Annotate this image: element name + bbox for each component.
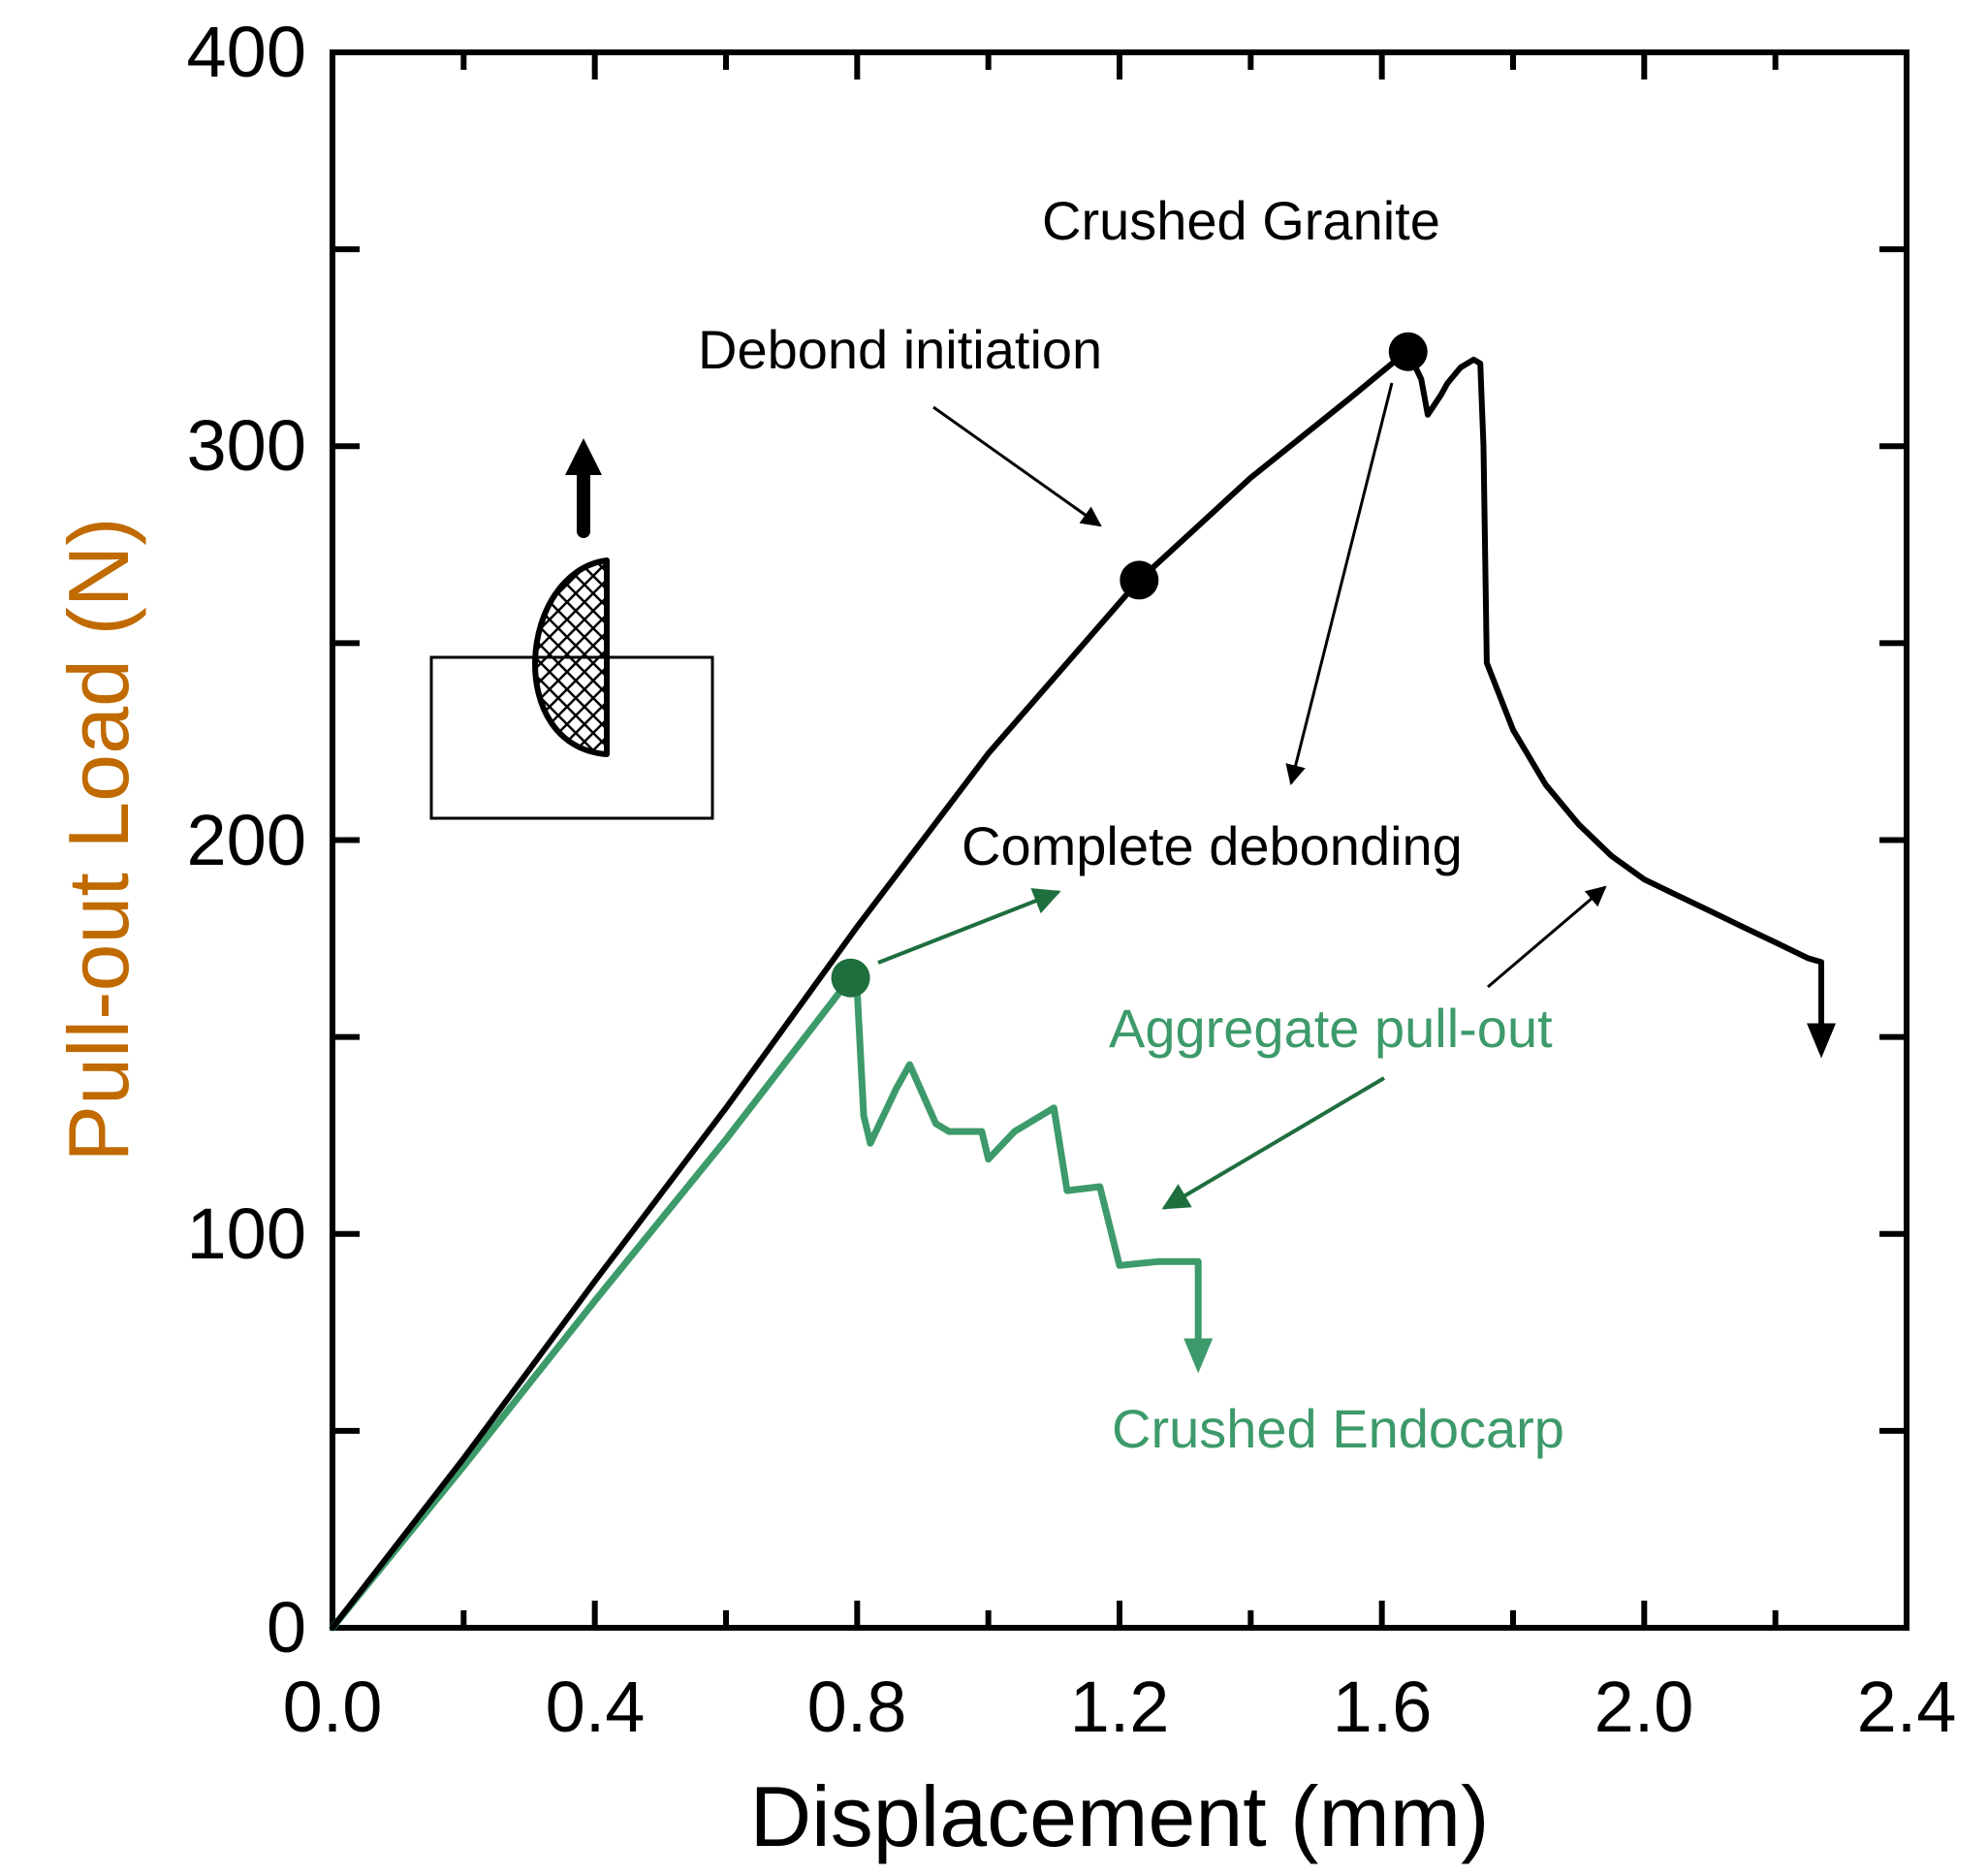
y-tick-label-4: 400 bbox=[187, 12, 306, 92]
y-tick-label-0: 0 bbox=[267, 1587, 306, 1668]
x-tick-label-1: 0.4 bbox=[546, 1667, 646, 1747]
debond-initiation-marker bbox=[1120, 560, 1159, 600]
y-tick-label-1: 100 bbox=[187, 1193, 306, 1274]
x-tick-label-2: 0.8 bbox=[807, 1667, 907, 1747]
y-tick-label-3: 300 bbox=[187, 405, 306, 486]
aggregate-pullout-label: Aggregate pull-out bbox=[1109, 998, 1553, 1059]
x-axis-title: Displacement (mm) bbox=[750, 1768, 1490, 1864]
crushed-granite-label: Crushed Granite bbox=[1042, 190, 1440, 251]
aggregate-pullout-arrow-endocarp bbox=[1161, 1076, 1386, 1210]
x-tick-label-3: 1.2 bbox=[1070, 1667, 1170, 1747]
y-tick-label-2: 200 bbox=[187, 800, 306, 880]
crushed-endocarp-label: Crushed Endocarp bbox=[1112, 1398, 1564, 1459]
endocarp-end-arrowhead bbox=[1183, 1338, 1214, 1374]
pullout-schematic bbox=[429, 438, 714, 820]
y-tick-labels: 0 100 200 300 400 bbox=[187, 12, 306, 1668]
x-tick-label-6: 2.4 bbox=[1857, 1667, 1957, 1747]
x-tick-label-0: 0.0 bbox=[283, 1667, 383, 1747]
schematic-pull-arrowhead bbox=[565, 438, 602, 475]
complete-debonding-label: Complete debonding bbox=[962, 815, 1463, 876]
series-line-crushed-endocarp bbox=[329, 974, 1202, 1632]
x-tick-label-5: 2.0 bbox=[1594, 1667, 1694, 1747]
y-axis-ticks bbox=[332, 49, 1907, 1631]
x-axis-ticks bbox=[330, 52, 1909, 1628]
granite-end-arrowhead bbox=[1807, 1023, 1837, 1059]
complete-debonding-arrow-endocarp bbox=[877, 888, 1061, 965]
debond-initiation-label: Debond initiation bbox=[698, 319, 1102, 380]
series-line-crushed-granite bbox=[330, 348, 1824, 1631]
complete-debonding-arrow-granite bbox=[1285, 382, 1394, 786]
debond-initiation-arrow bbox=[932, 405, 1102, 527]
schematic-aggregate bbox=[532, 557, 610, 757]
x-tick-label-4: 1.6 bbox=[1333, 1667, 1433, 1747]
complete-debonding-marker bbox=[1388, 332, 1428, 371]
endocarp-debond-marker bbox=[831, 958, 870, 998]
y-axis-title: Pull-out Load (N) bbox=[50, 517, 146, 1161]
x-tick-labels: 0.0 0.4 0.8 1.2 1.6 2.0 2.4 bbox=[283, 1667, 1957, 1747]
aggregate-pullout-arrow-granite bbox=[1487, 885, 1607, 989]
